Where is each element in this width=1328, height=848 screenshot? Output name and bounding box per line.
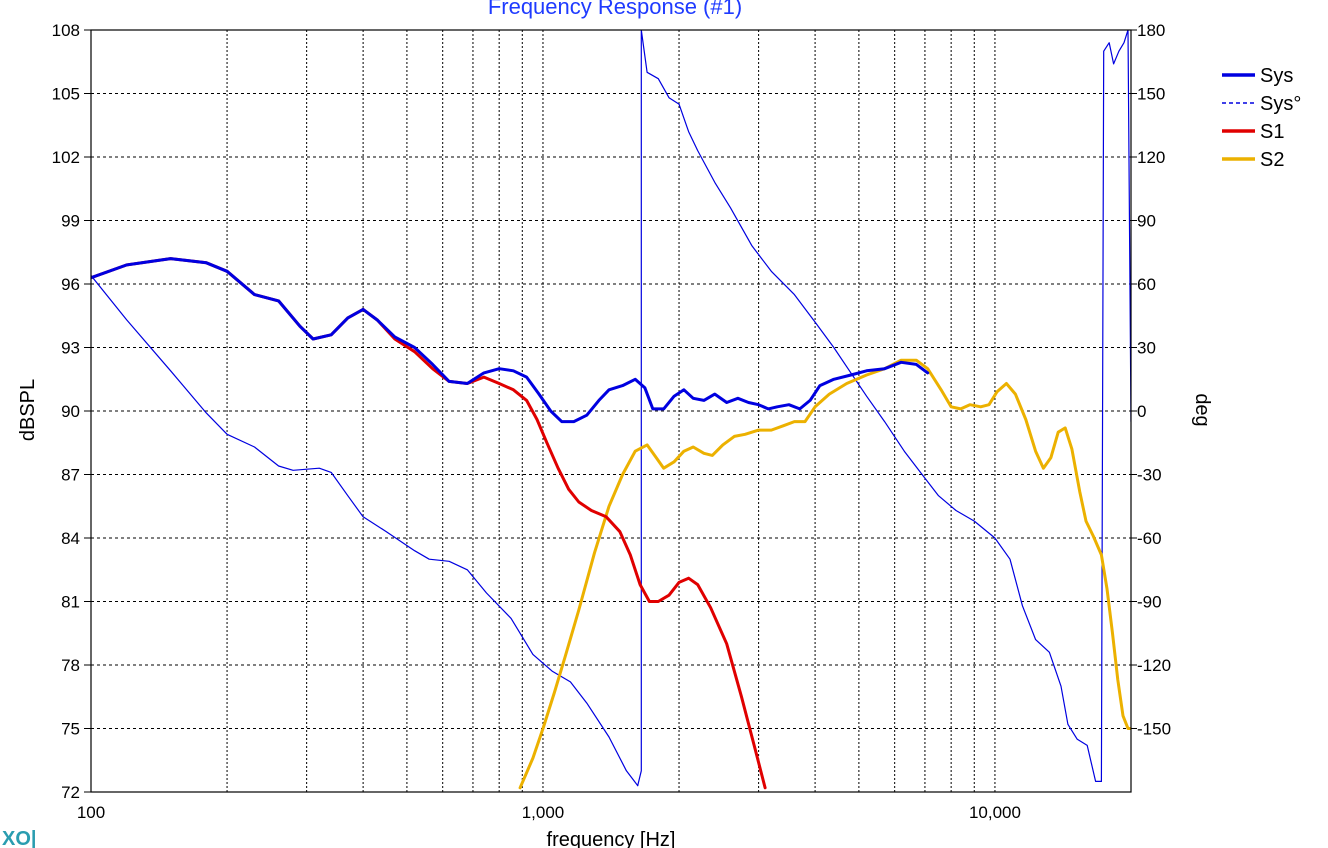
grid-lines: [91, 30, 1131, 792]
y-tick-label: 96: [61, 275, 80, 294]
series-s1-line: [91, 257, 767, 790]
x-axis-label: frequency [Hz]: [547, 829, 676, 848]
y2-tick-label: 60: [1137, 275, 1156, 294]
y2-tick-label: -120: [1137, 656, 1171, 675]
y2-tick-label: 30: [1137, 339, 1156, 358]
y-tick-label: 72: [61, 783, 80, 802]
series-sys-phase-line: [91, 274, 639, 787]
y-tick-label: 78: [61, 656, 80, 675]
watermark-logo: XO|: [2, 828, 37, 848]
series-s2-line: [518, 358, 1131, 790]
y2-axis-ticks: -150 -120 -90 -60 -30 0 30 60 90 120 150 180: [1131, 21, 1171, 739]
series-sys-line: [91, 257, 930, 424]
chart-title: Frequency Response (#1): [488, 0, 742, 19]
y2-tick-label: -60: [1137, 529, 1162, 548]
legend-label-sys-phase: Sys°: [1260, 93, 1301, 115]
legend-label-sys: Sys: [1260, 65, 1293, 87]
series-sys-phase-line: [637, 30, 1102, 787]
x-axis-ticks: 100 1,000 10,000: [77, 803, 1021, 822]
y-tick-label: 93: [61, 339, 80, 358]
y2-tick-label: 0: [1137, 402, 1146, 421]
y2-tick-label: 150: [1137, 85, 1165, 104]
y-tick-label: 102: [52, 148, 80, 167]
series-sys-phase-line: [1100, 30, 1129, 782]
series-lines: [91, 30, 1131, 790]
y-tick-label: 108: [52, 21, 80, 40]
y-axis-label: dBSPL: [17, 379, 39, 441]
y2-tick-label: 120: [1137, 148, 1165, 167]
x-tick-label: 1,000: [522, 803, 565, 822]
legend-label-s1: S1: [1260, 121, 1284, 143]
y-tick-label: 90: [61, 402, 80, 421]
legend-label-s2: S2: [1260, 149, 1284, 171]
y-tick-label: 75: [61, 720, 80, 739]
y-tick-label: 84: [61, 529, 80, 548]
y-axis-ticks: 72 75 78 81 84 87 90 93 96 99 102 105 108: [52, 21, 91, 802]
y2-tick-label: 180: [1137, 21, 1165, 40]
y-tick-label: 105: [52, 85, 80, 104]
x-tick-label: 100: [77, 803, 105, 822]
y-tick-label: 81: [61, 593, 80, 612]
y-tick-label: 99: [61, 212, 80, 231]
y2-tick-label: -30: [1137, 466, 1162, 485]
y-tick-label: 87: [61, 466, 80, 485]
y2-axis-label: deg: [1191, 393, 1213, 426]
y2-tick-label: -150: [1137, 720, 1171, 739]
y2-tick-label: 90: [1137, 212, 1156, 231]
x-tick-label: 10,000: [969, 803, 1021, 822]
y2-tick-label: -90: [1137, 593, 1162, 612]
legend: Sys Sys° S1 S2: [1222, 65, 1301, 171]
